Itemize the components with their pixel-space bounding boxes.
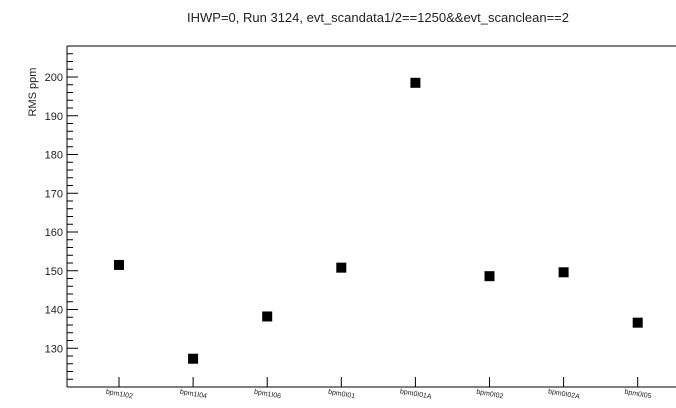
data-point — [114, 259, 124, 270]
y-tick-label: 130 — [45, 343, 63, 355]
y-axis-label: RMS ppm — [27, 68, 39, 117]
x-axis-ticks: bpm1I02 bpm1I04 bpm1I06 bpm0I01 bpm0I01A bpm0… — [105, 377, 652, 401]
y-tick-label: 190 — [45, 111, 63, 123]
x-tick-label: bpm1I04 — [179, 389, 207, 401]
data-point — [188, 353, 199, 364]
y-tick-label: 160 — [45, 227, 63, 239]
data-point — [558, 267, 569, 278]
x-tick-label: bpm1I02 — [105, 389, 133, 401]
data-point — [336, 262, 347, 273]
y-tick-label: 200 — [45, 72, 63, 84]
x-tick-label: bpm0I01 — [328, 389, 356, 401]
data-point — [632, 317, 643, 328]
chart-title: IHWP=0, Run 3124, evt_scandata1/2==1250&… — [187, 10, 569, 25]
x-tick-label: bpm0I01A — [399, 388, 432, 400]
y-tick-label: 180 — [45, 150, 63, 162]
y-tick-label: 170 — [45, 188, 63, 200]
plot-frame — [66, 45, 676, 388]
y-tick-label: 140 — [45, 305, 63, 317]
data-point — [262, 311, 273, 322]
data-point — [410, 77, 421, 88]
x-tick-label: bpm0I05 — [624, 389, 652, 401]
data-markers — [114, 77, 643, 364]
x-tick-label: bpm0I02A — [548, 388, 581, 400]
x-tick-label: bpm1I06 — [253, 389, 281, 401]
y-axis-ticks: 130 140 150 160 170 180 190 200 — [45, 45, 78, 380]
data-point — [484, 271, 495, 282]
y-tick-label: 150 — [45, 266, 63, 278]
x-tick-label: bpm0I02 — [476, 389, 504, 401]
